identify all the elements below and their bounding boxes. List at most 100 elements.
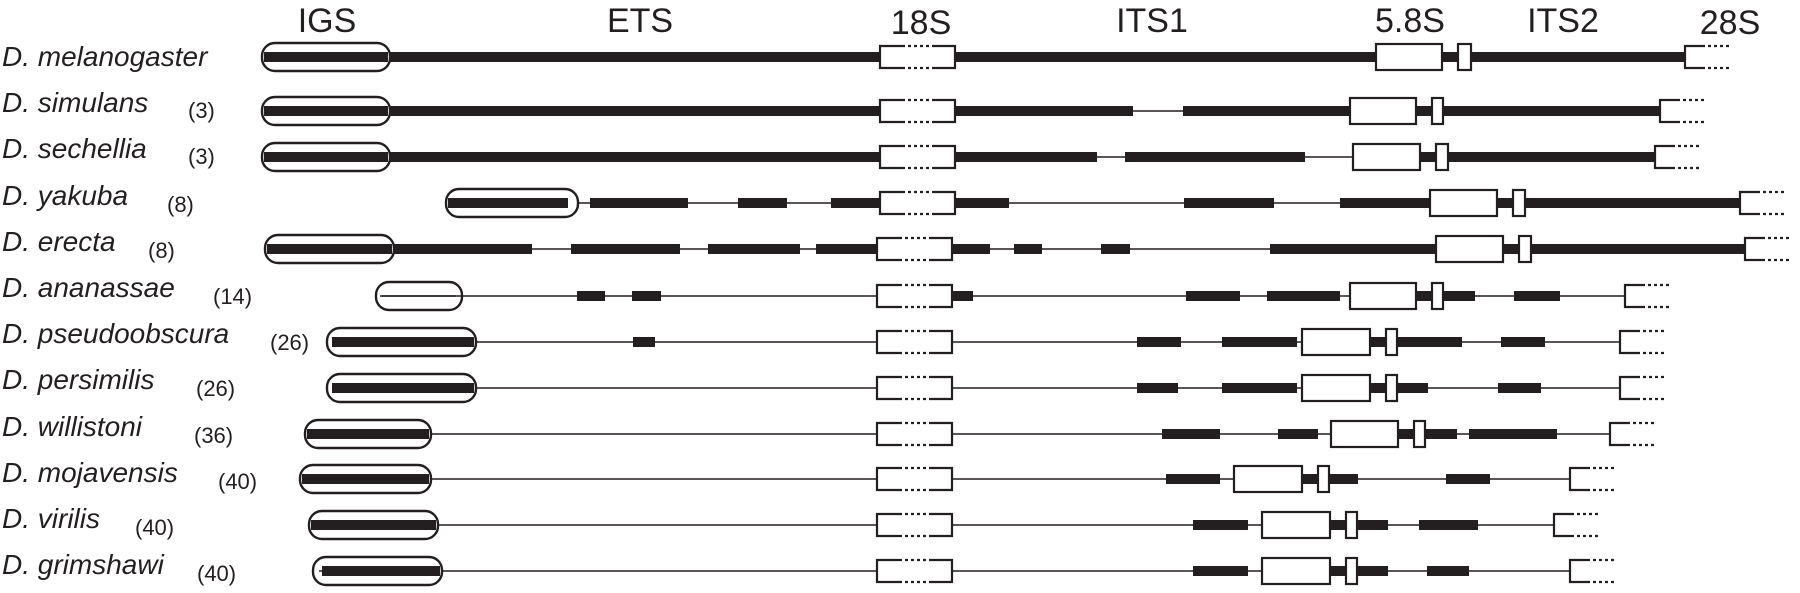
species-labels: D. melanogaster D. simulans (3) D. seche… [2,41,309,586]
header-5-8s: 5.8S [1375,2,1445,40]
rrna-2s-gene [1316,464,1331,494]
repeat-block [1370,337,1462,347]
rrna-5-8s-gene [1428,188,1499,218]
repeat-block [390,52,880,62]
rrna-2s-gene [1344,510,1359,540]
repeat-block [1014,244,1042,254]
rrna-18s-gene [933,144,957,170]
repeat-block [1446,474,1490,484]
species-count: (26) [196,376,235,401]
rrna-5-8s-gene [1348,281,1418,311]
repeat-block [1498,383,1541,393]
repeat-block [1416,291,1475,301]
rrna-18s-gene [933,44,957,70]
rrna-28s-gene [1552,512,1574,538]
rrna-2s-gene [1344,556,1359,586]
repeat-block [1137,337,1181,347]
repeat-block [738,198,787,208]
repeat-block [1278,429,1318,439]
species-name: D. yakuba [2,180,128,211]
repeat-block [1101,244,1130,254]
rrna-18s-gene [930,329,954,355]
rrna-18s-gene [875,236,899,262]
rrna-2s-gene [1384,373,1399,403]
repeat-block [1340,198,1430,208]
species-count: (40) [218,469,257,494]
rrna-18s-gene [930,421,954,447]
repeat-block [394,244,532,254]
repeat-block [708,244,800,254]
rrna-18s-gene [930,375,954,401]
repeat-block [1330,520,1388,530]
header-ets: ETS [607,2,673,40]
species-count: (40) [135,515,174,540]
rrna-28s-gene [1653,144,1675,170]
repeat-block [1186,291,1240,301]
species-name: D. sechellia [2,133,147,164]
rrna-28s-gene [1738,190,1760,216]
region-headers: IGS ETS 18S ITS1 5.8S ITS2 28S [298,2,1761,42]
rrna-18s-gene [875,558,899,584]
repeat-block [1370,383,1428,393]
rrna-5-8s-gene [1434,234,1505,264]
repeat-block [1514,291,1560,301]
rrna-2s-gene [1511,188,1527,218]
rrna-2s-gene [1412,419,1427,449]
species-count: (40) [197,561,236,586]
repeat-block [1427,566,1469,576]
header-igs: IGS [298,2,357,40]
repeat-block [1497,198,1740,208]
species-name: D. simulans [2,87,148,118]
species-name: D. virilis [2,503,100,534]
repeat-block [1416,106,1660,116]
repeat-block [1125,152,1305,162]
rrna-18s-gene [875,283,899,309]
rrna-28s-gene [1623,283,1645,309]
rrna-2s-gene [1517,234,1533,264]
rrna-2s-gene [1456,42,1473,72]
rrna-18s-gene [878,144,902,170]
rrna-18s-gene [875,466,899,492]
rrna-18s-gene [930,283,954,309]
rrna-28s-gene [1743,236,1765,262]
rrna-5-8s-gene [1351,142,1422,172]
species-count: (8) [167,192,194,217]
repeat-block [952,291,973,301]
repeat-block [1270,244,1436,254]
repeat-block [1398,429,1457,439]
species-count: (26) [270,330,309,355]
repeat-block [1162,429,1220,439]
species-name: D. ananassae [2,272,175,303]
repeat-block [1137,383,1178,393]
repeat-block [1420,152,1655,162]
species-name: D. persimilis [2,364,154,395]
gene-tracks [260,41,1790,587]
repeat-block [264,106,388,116]
rrna-2s-gene [1434,142,1450,172]
repeat-block [1442,52,1685,62]
repeat-block [955,198,1009,208]
repeat-block [571,244,680,254]
rrna-5-8s-gene [1232,464,1304,494]
repeat-block [590,198,688,208]
species-count: (14) [213,284,252,309]
species-name: D. melanogaster [2,41,209,72]
rrna-18s-gene [875,375,899,401]
repeat-block [267,244,392,254]
repeat-block [633,337,655,347]
repeat-block [264,52,388,62]
rrna-18s-gene [933,98,957,124]
repeat-block [831,198,880,208]
rrna-18s-gene [875,421,899,447]
rrna-5-8s-gene [1348,96,1418,126]
header-its1: ITS1 [1116,2,1188,40]
repeat-block [1184,198,1274,208]
rrna-18s-gene [878,44,902,70]
species-name: D. pseudoobscura [2,318,229,349]
rrna-18s-gene [875,329,899,355]
rrna-18s-gene [930,466,954,492]
rrna-5-8s-gene [1300,327,1372,357]
rrna-28s-gene [1658,98,1680,124]
rrna-5-8s-gene [1300,373,1372,403]
rrna-18s-gene [930,512,954,538]
